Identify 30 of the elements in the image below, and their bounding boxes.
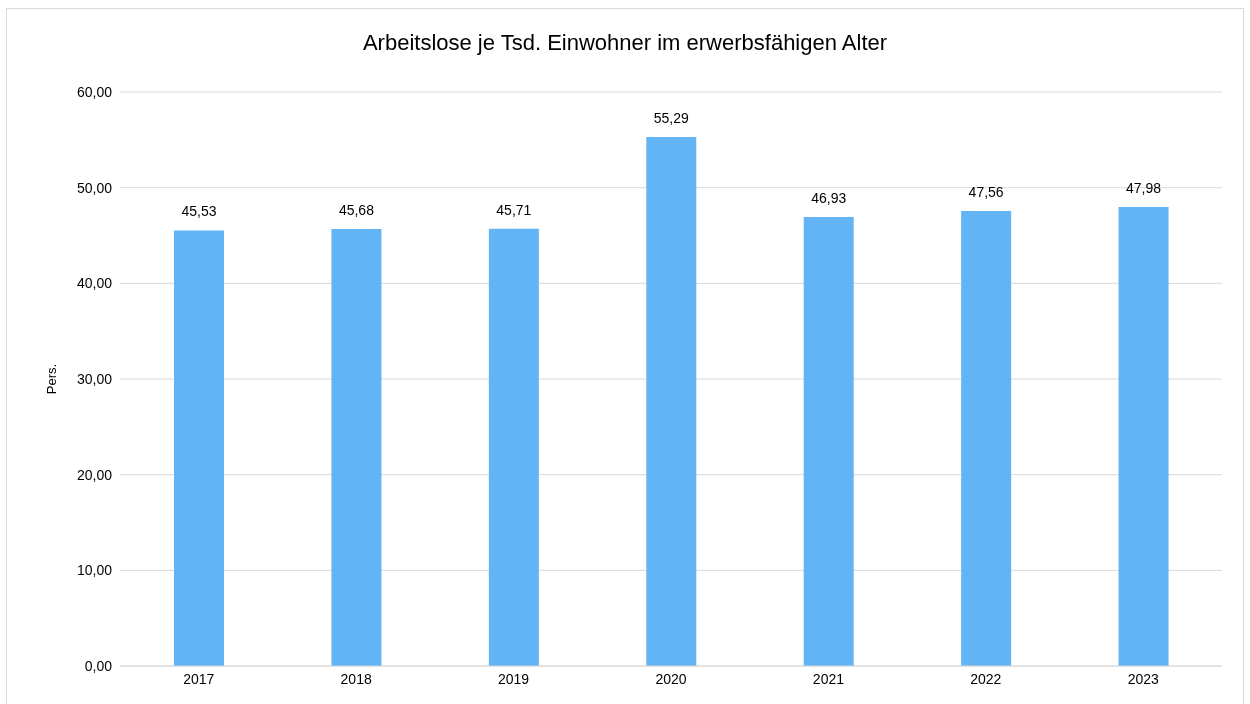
y-tick-label: 0,00: [84, 657, 113, 674]
bar: [803, 217, 854, 666]
bar: [646, 137, 697, 666]
data-label: 45,71: [496, 201, 532, 218]
y-tick-label: 60,00: [76, 83, 113, 100]
bar: [174, 230, 224, 666]
x-tick-label: 2023: [1127, 670, 1160, 687]
y-tick-label: 50,00: [76, 179, 113, 196]
y-tick-label: 10,00: [76, 562, 113, 579]
data-label: 47,56: [968, 184, 1004, 201]
data-label: 45,68: [338, 201, 375, 218]
y-tick-label: 40,00: [76, 275, 113, 292]
x-tick-label: 2022: [970, 670, 1002, 687]
x-tick-label: 2020: [655, 670, 687, 687]
data-label: 45,53: [181, 203, 217, 220]
bar: [331, 228, 382, 666]
y-tick-label: 30,00: [76, 370, 113, 387]
x-tick-label: 2019: [497, 670, 530, 687]
data-label: 47,98: [1126, 179, 1162, 196]
data-label: 55,29: [653, 110, 690, 127]
data-label: 46,93: [811, 190, 847, 207]
x-tick-label: 2018: [340, 670, 372, 687]
y-axis-title: Pers.: [43, 363, 59, 395]
bar: [488, 228, 539, 666]
chart-title: Arbeitslose je Tsd. Einwohner im erwerbsfähigen Alter: [361, 30, 889, 56]
x-tick-label: 2021: [812, 670, 845, 687]
bar: [1118, 206, 1169, 666]
bar: [961, 211, 1012, 666]
x-tick-label: 2017: [183, 670, 215, 687]
y-tick-label: 20,00: [76, 466, 113, 483]
